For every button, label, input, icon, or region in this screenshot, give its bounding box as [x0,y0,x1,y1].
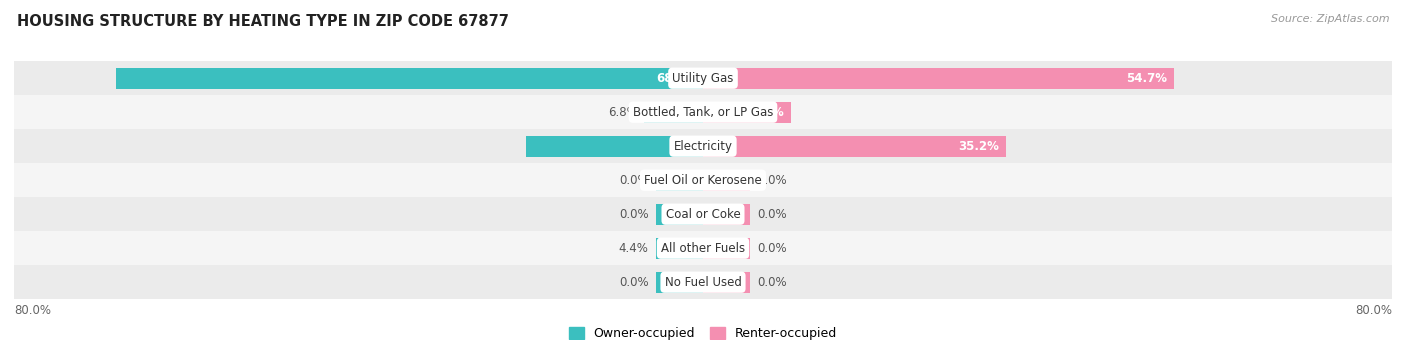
Bar [14,231,1392,265]
Text: 0.0%: 0.0% [758,174,787,187]
Text: 0.0%: 0.0% [758,208,787,221]
Text: 0.0%: 0.0% [758,276,787,289]
Text: 80.0%: 80.0% [14,304,51,317]
Text: 0.0%: 0.0% [758,242,787,255]
Text: All other Fuels: All other Fuels [661,242,745,255]
Text: Coal or Coke: Coal or Coke [665,208,741,221]
Text: Utility Gas: Utility Gas [672,72,734,85]
Bar [655,238,703,259]
Bar [14,61,1392,95]
Text: 4.4%: 4.4% [619,242,648,255]
Text: 20.6%: 20.6% [689,140,730,153]
Bar [703,272,751,293]
Bar [14,163,1392,197]
Bar [703,68,1174,89]
Bar [14,95,1392,129]
Text: HOUSING STRUCTURE BY HEATING TYPE IN ZIP CODE 67877: HOUSING STRUCTURE BY HEATING TYPE IN ZIP… [17,14,509,29]
Text: 0.0%: 0.0% [619,208,648,221]
Bar [655,204,703,225]
Bar [115,68,703,89]
Text: Bottled, Tank, or LP Gas: Bottled, Tank, or LP Gas [633,106,773,119]
Text: 54.7%: 54.7% [1126,72,1167,85]
Text: 68.2%: 68.2% [657,72,697,85]
Bar [526,136,703,157]
Text: 0.0%: 0.0% [619,174,648,187]
Bar [655,272,703,293]
Bar [644,102,703,123]
Text: Source: ZipAtlas.com: Source: ZipAtlas.com [1271,14,1389,23]
Text: 0.0%: 0.0% [619,276,648,289]
Bar [14,129,1392,163]
Bar [703,238,751,259]
Text: 6.8%: 6.8% [607,106,637,119]
Bar [14,197,1392,231]
Bar [703,136,1007,157]
Bar [14,265,1392,299]
Text: 80.0%: 80.0% [1355,304,1392,317]
Text: 35.2%: 35.2% [959,140,1000,153]
Bar [703,204,751,225]
Bar [703,170,751,191]
Bar [655,170,703,191]
Text: 10.2%: 10.2% [744,106,785,119]
Text: No Fuel Used: No Fuel Used [665,276,741,289]
Bar [703,102,790,123]
Text: Electricity: Electricity [673,140,733,153]
Legend: Owner-occupied, Renter-occupied: Owner-occupied, Renter-occupied [564,322,842,340]
Text: Fuel Oil or Kerosene: Fuel Oil or Kerosene [644,174,762,187]
